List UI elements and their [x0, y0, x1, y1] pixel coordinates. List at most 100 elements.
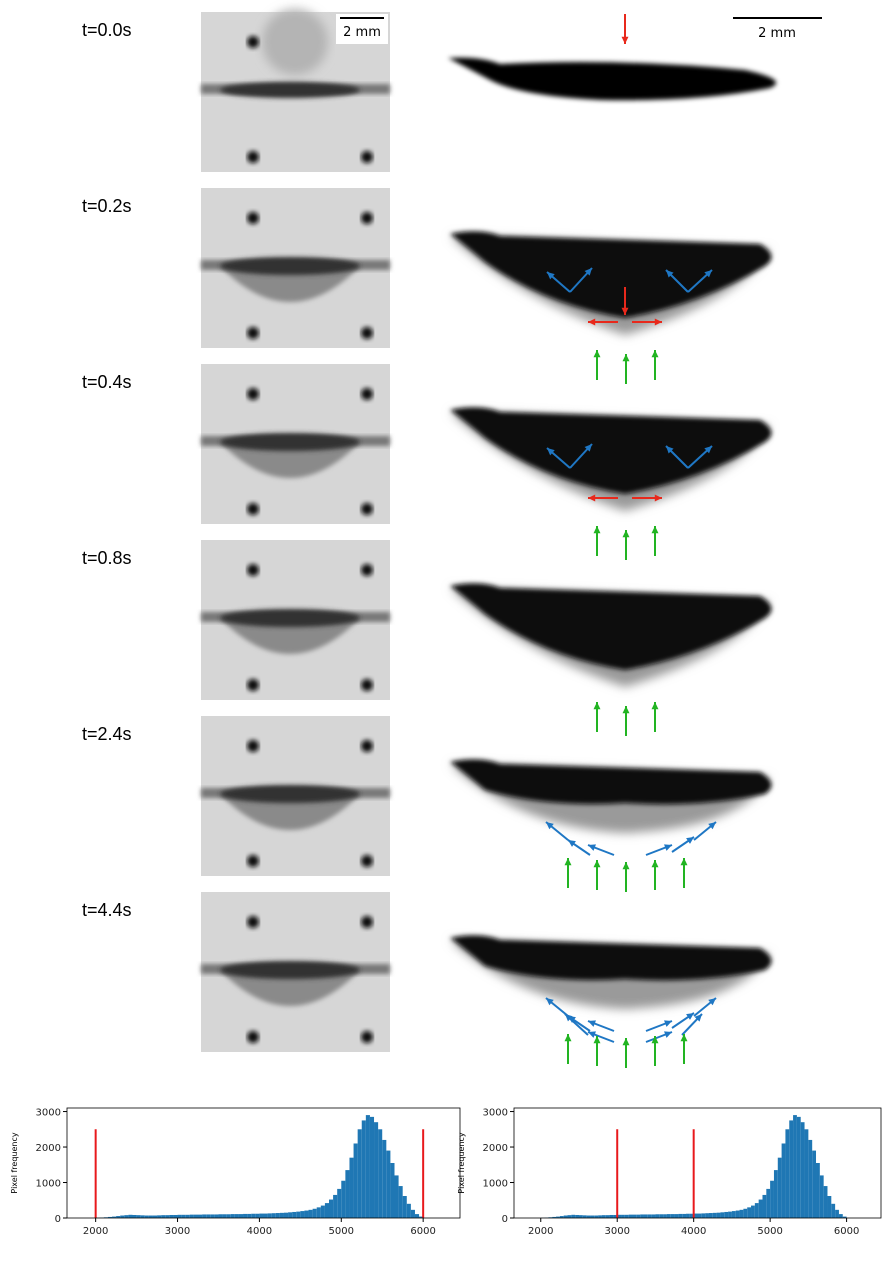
bar [214, 1214, 218, 1218]
bar [675, 1214, 679, 1218]
bar [629, 1215, 633, 1218]
bar [292, 1212, 296, 1218]
bar [801, 1122, 805, 1218]
bar [732, 1211, 736, 1218]
bar [812, 1151, 816, 1218]
x-tick-label: 4000 [681, 1226, 706, 1237]
y-tick-label: 3000 [483, 1108, 508, 1119]
x-tick-label: 5000 [757, 1226, 782, 1237]
bar [827, 1196, 831, 1218]
bar [259, 1214, 263, 1218]
marker-dot [361, 1031, 373, 1043]
arrow-head [565, 1034, 572, 1041]
bar [403, 1196, 407, 1218]
bar [182, 1215, 186, 1218]
bar [751, 1206, 755, 1218]
bar [610, 1215, 614, 1218]
bar [709, 1213, 713, 1218]
bar [284, 1213, 288, 1218]
bar [239, 1214, 243, 1218]
bar [390, 1163, 394, 1218]
bar [190, 1215, 194, 1218]
bar [793, 1115, 797, 1218]
bar [276, 1213, 280, 1218]
bar [762, 1195, 766, 1218]
bar [251, 1214, 255, 1218]
scale-label: 2 mm [343, 25, 381, 40]
arrow-head [681, 1034, 688, 1041]
y-tick-label: 2000 [36, 1143, 61, 1154]
marker-dot [247, 36, 259, 48]
bar [728, 1212, 732, 1218]
bar [759, 1200, 763, 1218]
bar [816, 1163, 820, 1218]
y-tick-label: 2000 [483, 1143, 508, 1154]
bar [648, 1214, 652, 1218]
bar [621, 1215, 625, 1218]
arrow-head [681, 858, 688, 865]
arrow-head [623, 530, 630, 537]
bar [227, 1214, 231, 1218]
arrow-head [652, 526, 659, 533]
time-label: t=0.2s [82, 196, 132, 216]
bar [411, 1210, 415, 1218]
bar [341, 1181, 345, 1218]
bar [313, 1209, 317, 1218]
bar [382, 1140, 386, 1218]
arrow-head [623, 354, 630, 361]
marker-dot [361, 327, 373, 339]
marker-dot [247, 855, 259, 867]
arrow-head [652, 702, 659, 709]
marker-dot [247, 679, 259, 691]
y-axis-label: Pixel frequency [10, 1132, 19, 1193]
bar [636, 1215, 640, 1218]
marker-dot [361, 151, 373, 163]
bar [678, 1214, 682, 1218]
arrow-head [594, 350, 601, 357]
bar [407, 1204, 411, 1218]
arrow-head [565, 858, 572, 865]
bar [698, 1214, 702, 1218]
bar [264, 1214, 268, 1218]
bar [633, 1215, 637, 1218]
bar [652, 1214, 656, 1218]
arrow-head [652, 860, 659, 867]
bar [747, 1207, 751, 1218]
bar [724, 1212, 728, 1218]
bar [644, 1214, 648, 1218]
bar [701, 1213, 705, 1218]
bar [296, 1212, 300, 1218]
time-label: t=2.4s [82, 724, 132, 744]
bar [169, 1215, 173, 1218]
bar [785, 1129, 789, 1218]
bar [835, 1210, 839, 1218]
bar [247, 1214, 251, 1218]
marker-dot [361, 855, 373, 867]
time-label: t=4.4s [82, 900, 132, 920]
bar [755, 1203, 759, 1218]
bar [705, 1213, 709, 1218]
bar [399, 1186, 403, 1218]
x-tick-label: 3000 [165, 1226, 190, 1237]
bar [223, 1214, 227, 1218]
bar [194, 1215, 198, 1218]
panels: t=0.0st=0.2st=0.4st=0.8st=2.4st=4.4s [82, 9, 776, 1068]
bar [671, 1214, 675, 1218]
arrow-head [623, 706, 630, 713]
droplet [262, 9, 328, 75]
bar [395, 1175, 399, 1218]
y-tick-label: 1000 [483, 1179, 508, 1190]
keyhole-band [220, 433, 360, 451]
marker-dot [247, 564, 259, 576]
bar [667, 1214, 671, 1218]
bar [198, 1215, 202, 1218]
bar [789, 1120, 793, 1218]
bar [300, 1211, 304, 1218]
bar [206, 1214, 210, 1218]
bar [161, 1215, 165, 1218]
bar [202, 1214, 206, 1218]
bar [797, 1117, 801, 1218]
bar [720, 1212, 724, 1218]
bar [231, 1214, 235, 1218]
x-tick-label: 6000 [834, 1226, 859, 1237]
